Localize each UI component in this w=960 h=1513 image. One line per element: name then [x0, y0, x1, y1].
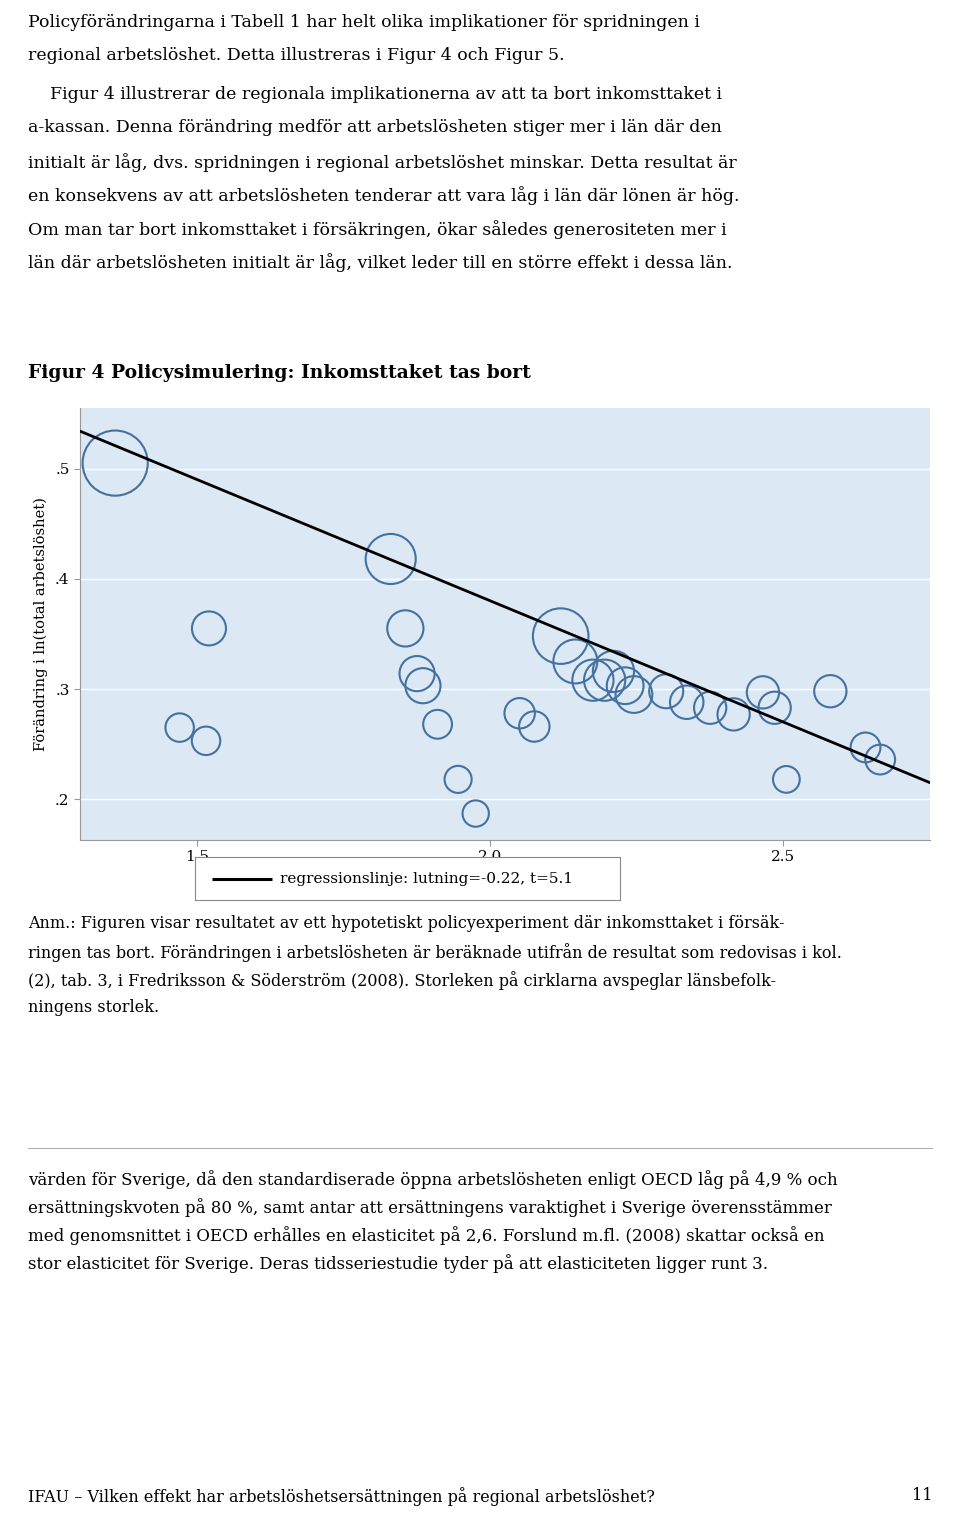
Point: [172, 716, 187, 740]
Point: [383, 546, 398, 570]
Text: 11: 11: [911, 1487, 932, 1504]
Text: Anm.: Figuren visar resultatet av ett hypotetiskt policyexperiment där inkomstta: Anm.: Figuren visar resultatet av ett hy…: [28, 915, 784, 932]
Point: [606, 660, 621, 684]
Point: [823, 679, 838, 704]
Text: län där arbetslösheten initialt är låg, vilket leder till en större effekt i des: län där arbetslösheten initialt är låg, …: [28, 254, 732, 272]
Point: [679, 690, 694, 714]
Y-axis label: Förändring i ln(total arbetslöshet): Förändring i ln(total arbetslöshet): [34, 498, 48, 750]
Text: ersättningskvoten på 80 %, samt antar att ersättningens varaktighet i Sverige öv: ersättningskvoten på 80 %, samt antar at…: [28, 1198, 832, 1216]
Text: Policyförändringarna i Tabell 1 har helt olika implikationer för spridningen i: Policyförändringarna i Tabell 1 har helt…: [28, 14, 700, 30]
Point: [626, 682, 641, 707]
Point: [779, 767, 794, 791]
Text: värden för Sverige, då den standardiserade öppna arbetslösheten enligt OECD låg : värden för Sverige, då den standardisera…: [28, 1170, 838, 1189]
Point: [450, 767, 466, 791]
Point: [108, 451, 123, 475]
Point: [617, 673, 633, 697]
Point: [597, 669, 612, 693]
Point: [659, 679, 674, 704]
Point: [567, 649, 583, 673]
Text: IFAU – Vilken effekt har arbetslöshetsersättningen på regional arbetslöshet?: IFAU – Vilken effekt har arbetslöshetser…: [28, 1487, 655, 1505]
Text: en konsekvens av att arbetslösheten tenderar att vara låg i län där lönen är hög: en konsekvens av att arbetslösheten tend…: [28, 186, 739, 206]
Point: [873, 747, 888, 772]
Point: [512, 701, 527, 725]
X-axis label: ln(total arbetslöshet 2002): ln(total arbetslöshet 2002): [396, 871, 613, 888]
Point: [767, 696, 782, 720]
Point: [397, 616, 413, 640]
Text: Figur 4 Policysimulering: Inkomsttaket tas bort: Figur 4 Policysimulering: Inkomsttaket t…: [28, 365, 531, 381]
Text: ringen tas bort. Förändringen i arbetslösheten är beräknade utifrån de resultat : ringen tas bort. Förändringen i arbetslö…: [28, 943, 842, 962]
Point: [416, 673, 431, 697]
Point: [726, 702, 741, 726]
Point: [202, 616, 217, 640]
Point: [199, 729, 214, 753]
Point: [703, 696, 718, 720]
Text: regressionslinje: lutning=-0.22, t=5.1: regressionslinje: lutning=-0.22, t=5.1: [280, 871, 573, 885]
Text: initialt är låg, dvs. spridningen i regional arbetslöshet minskar. Detta resulta: initialt är låg, dvs. spridningen i regi…: [28, 153, 736, 172]
Point: [858, 735, 874, 760]
Text: med genomsnittet i OECD erhålles en elasticitet på 2,6. Forslund m.fl. (2008) sk: med genomsnittet i OECD erhålles en elas…: [28, 1226, 825, 1245]
Point: [409, 661, 424, 685]
Text: stor elasticitet för Sverige. Deras tidsseriestudie tyder på att elasticiteten l: stor elasticitet för Sverige. Deras tids…: [28, 1254, 768, 1272]
Point: [756, 681, 771, 705]
Text: Figur 4 illustrerar de regionala implikationerna av att ta bort inkomsttaket i: Figur 4 illustrerar de regionala implika…: [28, 86, 722, 103]
Point: [430, 713, 445, 737]
Point: [468, 802, 484, 826]
Text: (2), tab. 3, i Fredriksson & Söderström (2008). Storleken på cirklarna avspeglar: (2), tab. 3, i Fredriksson & Söderström …: [28, 971, 776, 990]
Text: Om man tar bort inkomsttaket i försäkringen, ökar således generositeten mer i: Om man tar bort inkomsttaket i försäkrin…: [28, 219, 727, 239]
Text: ningens storlek.: ningens storlek.: [28, 999, 159, 1017]
Text: regional arbetslöshet. Detta illustreras i Figur 4 och Figur 5.: regional arbetslöshet. Detta illustreras…: [28, 47, 564, 65]
Text: a-kassan. Denna förändring medför att arbetslösheten stiger mer i län där den: a-kassan. Denna förändring medför att ar…: [28, 120, 722, 136]
Point: [527, 714, 542, 738]
Point: [586, 669, 601, 693]
Point: [553, 623, 568, 648]
